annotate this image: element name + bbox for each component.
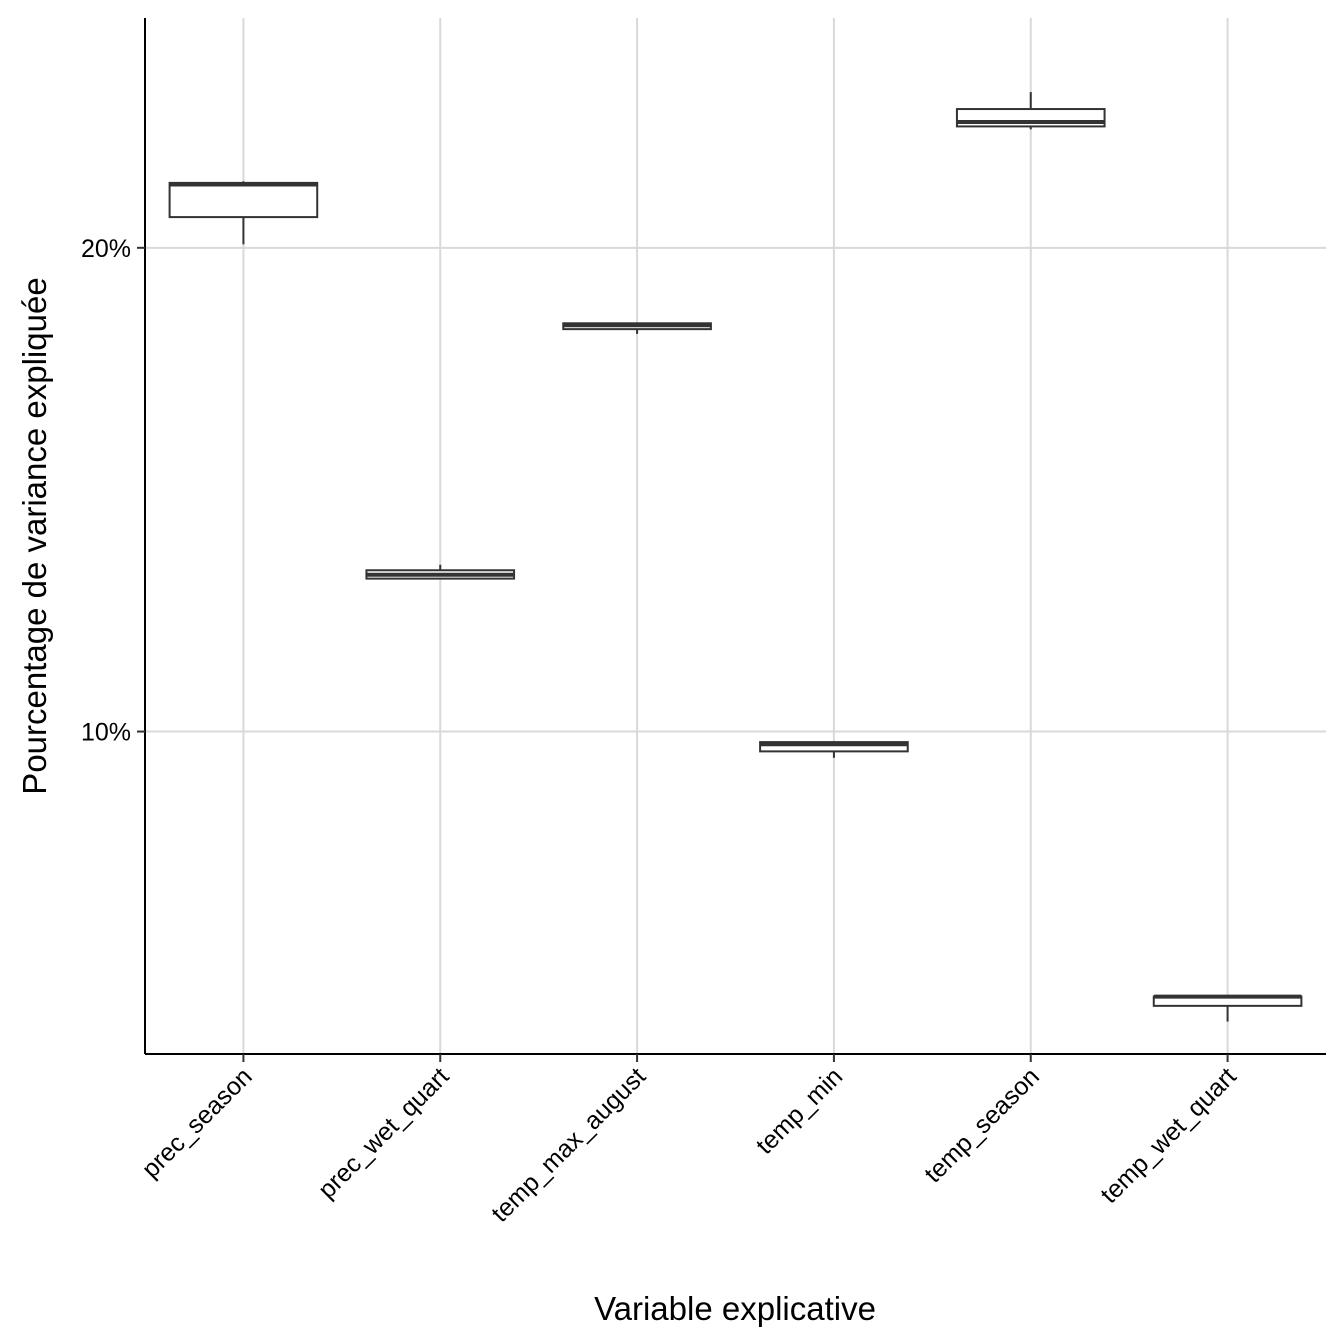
x-tick-label: temp_min [751, 1062, 848, 1159]
y-tick-label: 10% [81, 719, 131, 747]
box-iqr [759, 741, 909, 753]
box-prec_season [168, 181, 319, 245]
box-temp_season [955, 92, 1106, 130]
x-tick-label: prec_wet_quart [313, 1062, 455, 1204]
box-temp_max_august [562, 322, 712, 334]
y-axis-title: Pourcentage de variance expliquée [16, 277, 53, 794]
box-iqr [168, 181, 319, 219]
x-axis-title: Variable explicative [594, 1290, 876, 1327]
x-tick-label: prec_season [137, 1062, 258, 1183]
y-tick-label: 20% [81, 235, 131, 263]
x-tick-label: temp_season [919, 1062, 1045, 1188]
boxes [168, 92, 1303, 1022]
x-tick-label: temp_wet_quart [1095, 1062, 1242, 1209]
grid [145, 18, 1326, 1054]
box-temp_min [759, 741, 909, 758]
box-temp_wet_quart [1152, 994, 1303, 1022]
x-tick-label: temp_max_august [486, 1062, 651, 1227]
box-prec_wet_quart [365, 564, 516, 580]
